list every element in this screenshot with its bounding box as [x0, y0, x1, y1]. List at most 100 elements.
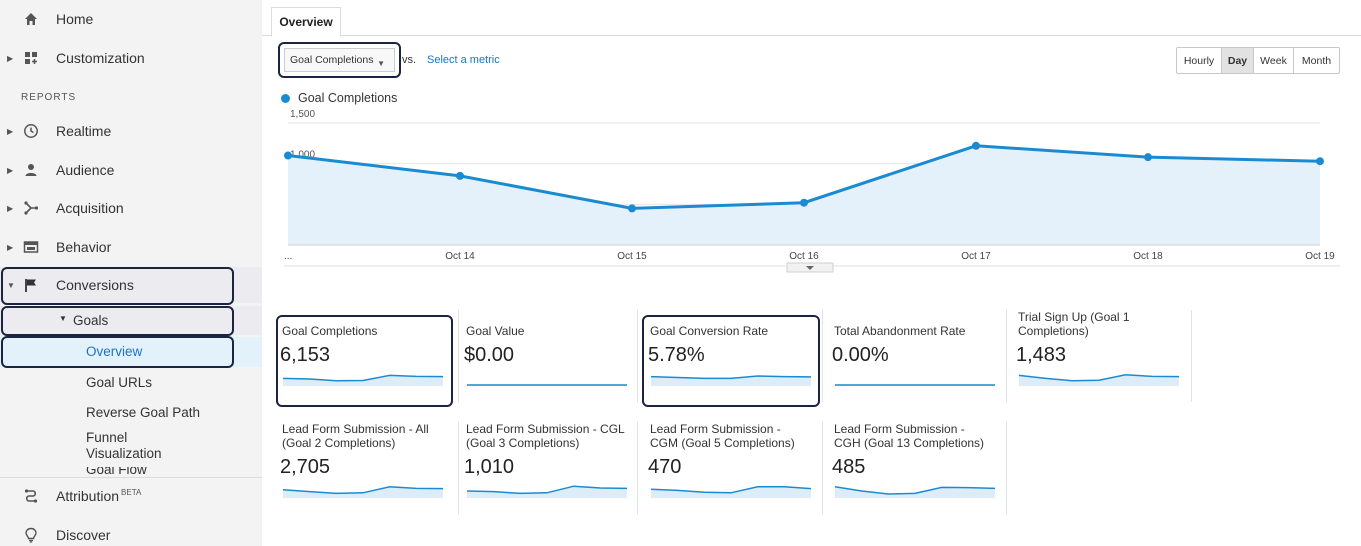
- metric-dropdown-inner[interactable]: Goal Completions ▼: [284, 48, 395, 72]
- sidebar-item-goal-flow[interactable]: Goal Flow: [0, 467, 262, 477]
- caret-down-icon: ▼: [377, 59, 385, 68]
- scorecard-title: Lead Form Submission - CGM (Goal 5 Compl…: [650, 422, 795, 450]
- sidebar-item-acquisition[interactable]: ▶ Acquisition: [0, 190, 262, 226]
- sidebar-item-goals[interactable]: ▼ Goals: [0, 306, 262, 335]
- overview-highlight: [1, 336, 234, 368]
- goals-highlight: [1, 306, 234, 336]
- person-icon: [22, 161, 40, 179]
- x-tick-label: Oct 15: [617, 251, 647, 262]
- scorecard[interactable]: Goal Completions 6,153: [276, 308, 444, 404]
- beta-badge: BETA: [121, 488, 142, 497]
- sidebar-item-label: Conversions: [56, 277, 134, 293]
- sidebar-item-customization[interactable]: ▶ Customization: [0, 40, 262, 76]
- sidebar-item-label: Customization: [56, 50, 145, 66]
- scorecard[interactable]: Trial Sign Up (Goal 1 Completions) 1,483: [1012, 308, 1180, 404]
- period-hourly-button[interactable]: Hourly: [1177, 48, 1222, 73]
- sparkline-area: [467, 486, 627, 498]
- scorecard-divider: [637, 422, 638, 514]
- sparkline-line: [282, 486, 444, 495]
- scorecard-value: 485: [832, 456, 866, 478]
- scorecard[interactable]: Lead Form Submission - CGM (Goal 5 Compl…: [644, 420, 812, 516]
- scorecard-divider: [1006, 422, 1007, 514]
- sidebar-item-audience[interactable]: ▶ Audience: [0, 152, 262, 188]
- sidebar-item-label: Discover: [56, 527, 111, 543]
- sidebar-item-behavior[interactable]: ▶ Behavior: [0, 229, 262, 265]
- legend-label: Goal Completions: [298, 91, 398, 105]
- sidebar-divider: [0, 477, 262, 478]
- sidebar-item-label: Realtime: [56, 123, 112, 139]
- sparkline-line: [650, 486, 812, 494]
- scorecard-value: 5.78%: [648, 344, 705, 366]
- sidebar-item-label: Acquisition: [56, 200, 124, 216]
- scorecard-value: 1,483: [1016, 344, 1067, 366]
- sparkline-line: [282, 374, 444, 382]
- period-week-button[interactable]: Week: [1254, 48, 1294, 73]
- sidebar-item-home[interactable]: Home: [0, 1, 262, 37]
- legend-dot-icon: [281, 93, 290, 103]
- data-point[interactable]: [456, 171, 464, 180]
- sidebar-item-realtime[interactable]: ▶ Realtime: [0, 113, 262, 149]
- period-month-button[interactable]: Month: [1301, 54, 1332, 67]
- data-point[interactable]: [1144, 153, 1152, 162]
- sidebar-item-attribution[interactable]: Attribution BETA: [0, 478, 262, 514]
- metric-dropdown-value: Goal Completions: [290, 54, 374, 66]
- sidebar-item-funnel-visualization[interactable]: Funnel Visualization: [0, 429, 262, 463]
- scorecard-value: 6,153: [280, 344, 331, 366]
- scorecard[interactable]: Goal Conversion Rate 5.78%: [644, 308, 812, 404]
- data-point[interactable]: [1316, 157, 1324, 166]
- sparkline-line: [1018, 374, 1180, 382]
- scorecard-highlight: [642, 315, 820, 407]
- scorecard[interactable]: Lead Form Submission - CGL (Goal 3 Compl…: [460, 420, 628, 516]
- sidebar-item-discover[interactable]: Discover: [0, 517, 262, 546]
- conversions-highlight: [1, 267, 234, 305]
- scorecard-sparkline: [650, 486, 812, 498]
- vs-label: vs.: [402, 54, 417, 66]
- caret-down-icon: ▼: [59, 314, 67, 323]
- metric-dropdown[interactable]: Goal Completions ▼: [278, 42, 401, 78]
- scorecard[interactable]: Lead Form Submission - All (Goal 2 Compl…: [276, 420, 444, 516]
- tab-overview[interactable]: Overview: [271, 7, 341, 37]
- home-icon: [22, 10, 40, 28]
- period-day-button[interactable]: Day: [1222, 48, 1254, 73]
- caret-right-icon: ▶: [7, 203, 14, 213]
- scorecard-value: 2,705: [280, 456, 331, 478]
- sidebar-item-reverse-goal-path[interactable]: Reverse Goal Path: [0, 404, 262, 424]
- scorecard[interactable]: Total Abandonment Rate 0.00%: [828, 308, 996, 404]
- sparkline-area: [651, 486, 811, 498]
- sidebar-item-label: Reverse Goal Path: [86, 405, 201, 420]
- x-tick-label: Oct 18: [1133, 251, 1163, 262]
- acquisition-icon: [22, 199, 40, 217]
- scorecard-divider: [822, 422, 823, 514]
- scorecard-sparkline: [1018, 374, 1180, 386]
- scorecard-divider: [458, 422, 459, 514]
- data-point[interactable]: [284, 151, 292, 160]
- data-point[interactable]: [628, 204, 636, 213]
- sparkline-line: [834, 486, 996, 495]
- scorecard-value: 470: [648, 456, 682, 478]
- sidebar-item-goal-urls[interactable]: Goal URLs: [0, 374, 262, 394]
- sidebar-item-label: Home: [56, 11, 94, 27]
- scorecard-value: 0.00%: [832, 344, 889, 366]
- scorecard-highlight: [276, 315, 453, 407]
- scorecard-title: Lead Form Submission - All (Goal 2 Compl…: [282, 422, 429, 450]
- sidebar-item-label: Behavior: [56, 239, 112, 255]
- scorecard[interactable]: Lead Form Submission - CGH (Goal 13 Comp…: [828, 420, 996, 516]
- sidebar-item-label: Audience: [56, 162, 115, 178]
- sidebar-item-conversions[interactable]: ▼ Conversions: [0, 267, 262, 303]
- data-point[interactable]: [972, 141, 980, 150]
- x-tick-label: Oct 17: [961, 251, 991, 262]
- select-metric-link[interactable]: Select a metric: [427, 54, 500, 66]
- scorecard[interactable]: Goal Value $0.00: [460, 308, 628, 404]
- scorecard-value: $0.00: [464, 344, 515, 366]
- caret-right-icon: ▶: [7, 242, 14, 252]
- data-point[interactable]: [800, 198, 808, 207]
- scorecard-sparkline: [834, 486, 996, 498]
- sidebar-item-label: Goal URLs: [86, 375, 153, 390]
- scorecard-value: 1,010: [464, 456, 515, 478]
- sparkline-area: [283, 486, 443, 498]
- chevron-down-icon: [806, 266, 814, 270]
- sidebar-item-overview[interactable]: Overview: [0, 337, 262, 367]
- chart-legend: Goal Completions: [281, 91, 397, 105]
